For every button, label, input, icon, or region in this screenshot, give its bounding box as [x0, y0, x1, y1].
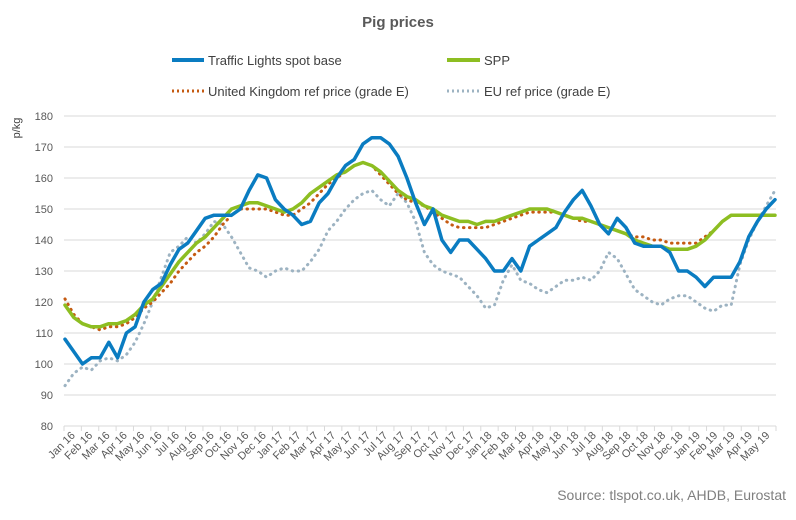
- legend-item-uk-ref-price[interactable]: United Kingdom ref price (grade E): [172, 84, 409, 99]
- legend-label-traffic-lights: Traffic Lights spot base: [208, 53, 342, 68]
- legend-label-uk-ref-price: United Kingdom ref price (grade E): [208, 84, 409, 99]
- legend-label-eu-ref-price: EU ref price (grade E): [484, 84, 610, 99]
- y-tick-label: 90: [41, 390, 53, 402]
- y-tick-label: 130: [35, 266, 53, 278]
- y-tick-label: 180: [35, 111, 53, 123]
- chart-title: Pig prices: [362, 14, 434, 31]
- series-lines: [63, 135, 777, 388]
- y-axis-ticks: 80 90 100 110 120 130 140 150 160 170 180: [35, 111, 53, 433]
- legend-item-traffic-lights[interactable]: Traffic Lights spot base: [172, 53, 342, 68]
- y-tick-label: 140: [35, 235, 53, 247]
- legend-item-spp[interactable]: SPP: [447, 53, 510, 68]
- y-tick-label: 160: [35, 173, 53, 185]
- legend-label-spp: SPP: [484, 53, 510, 68]
- y-axis-label: p/kg: [11, 118, 23, 139]
- legend-item-eu-ref-price[interactable]: EU ref price (grade E): [447, 84, 610, 99]
- series-line-eu-ref-price-grade-e: [63, 188, 777, 388]
- series-line-united-kingdom-ref-price-grade-e: [63, 161, 777, 332]
- y-tick-label: 120: [35, 297, 53, 309]
- y-tick-label: 150: [35, 204, 53, 216]
- series-line-traffic-lights-spot-base: [63, 135, 777, 366]
- y-tick-label: 100: [35, 359, 53, 371]
- legend: Traffic Lights spot base SPP United King…: [172, 53, 610, 99]
- y-tick-label: 110: [35, 328, 53, 340]
- y-tick-label: 170: [35, 142, 53, 154]
- source-note: Source: tlspot.co.uk, AHDB, Eurostat: [557, 487, 786, 503]
- y-tick-label: 80: [41, 421, 53, 433]
